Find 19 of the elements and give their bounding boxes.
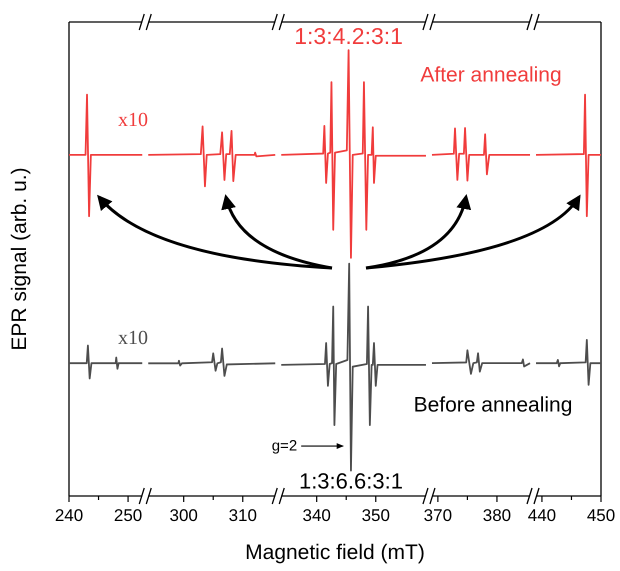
x-tick-label: 310: [228, 506, 257, 525]
annotation: Before annealing: [414, 394, 572, 416]
annotation: After annealing: [420, 64, 562, 86]
x-tick-label: 440: [528, 506, 556, 525]
annotation: x10: [118, 109, 148, 131]
annotation: 1:3:4.2:3:1: [294, 23, 403, 50]
x-tick-label: 450: [586, 506, 616, 525]
x-axis-title: Magnetic field (mT): [245, 541, 425, 564]
x-tick-label: 380: [482, 506, 512, 525]
annotation: g=2: [272, 438, 298, 455]
x-tick-label: 370: [424, 506, 452, 525]
x-tick-label: 350: [362, 506, 390, 525]
x-tick-label: 250: [114, 506, 142, 525]
x-tick-label: 240: [54, 506, 84, 525]
x-tick-label: 340: [302, 506, 331, 525]
annotation: x10: [118, 327, 148, 349]
x-tick-label: 300: [170, 506, 198, 525]
y-axis-title: EPR signal (arb. u.): [8, 167, 31, 351]
annotation: 1:3:6.6:3:1: [298, 468, 403, 494]
